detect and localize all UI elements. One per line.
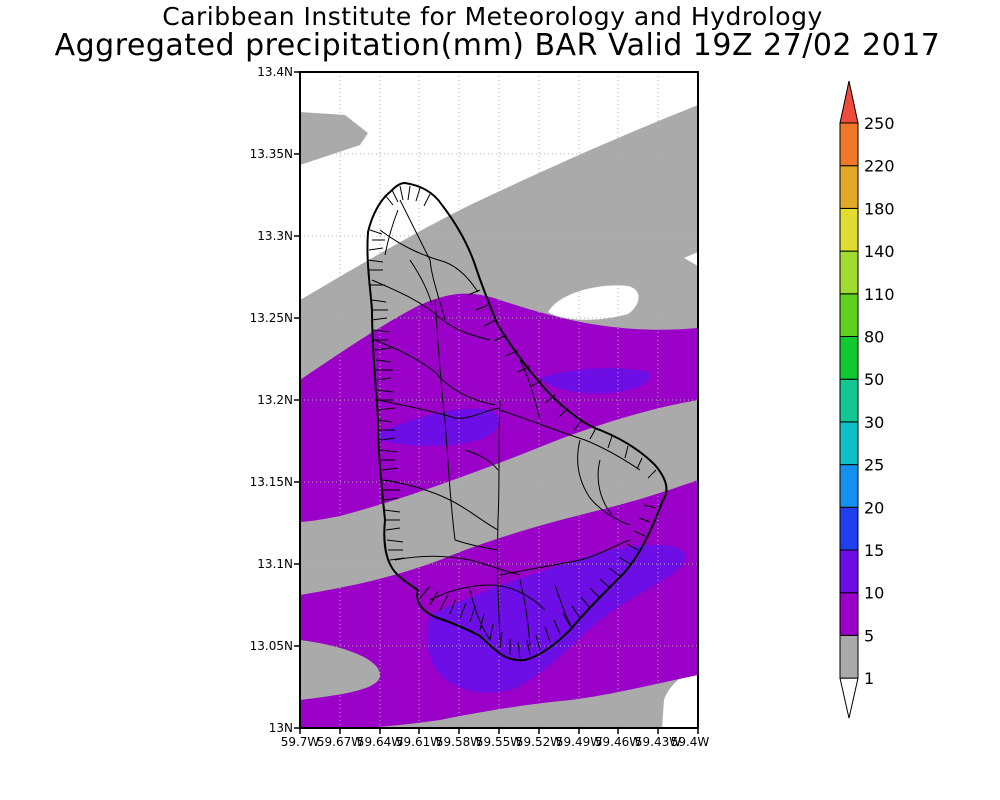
- lon-tick-label: 59.61W: [396, 735, 442, 749]
- lat-axis: [294, 71, 300, 729]
- colorbar-swatch: [839, 634, 859, 679]
- lat-tick-label: 13.4N: [257, 65, 293, 79]
- lat-tick-label: 13N: [269, 721, 293, 735]
- colorbar-swatch: [839, 592, 859, 636]
- chart-title: Caribbean Institute for Meteorology and …: [162, 2, 823, 31]
- precipitation-field: [300, 72, 698, 728]
- colorbar-swatch: [839, 506, 859, 551]
- colorbar-swatch: [839, 378, 859, 423]
- colorbar-label: 140: [864, 242, 895, 261]
- colorbar-label: 25: [864, 456, 884, 475]
- colorbar-label: 15: [864, 541, 884, 560]
- colorbar-swatch: [839, 207, 859, 252]
- lon-tick-label: 59.49W: [556, 735, 602, 749]
- lat-tick-label: 13.3N: [257, 229, 293, 243]
- lat-tick-label: 13.15N: [250, 475, 293, 489]
- precip-hole-east-edge: [684, 252, 698, 266]
- colorbar-label: 5: [864, 626, 874, 645]
- lat-tick-label: 13.2N: [257, 393, 293, 407]
- lat-tick-labels: 13N 13.05N 13.1N 13.15N 13.2N 13.25N 13.…: [250, 65, 293, 735]
- colorbar-label: 30: [864, 413, 884, 432]
- colorbar-under-triangle: [839, 677, 859, 719]
- lon-tick-label: 59.58W: [436, 735, 482, 749]
- precip-patch-northwest: [300, 112, 368, 165]
- lon-tick-label: 59.4W: [671, 735, 710, 749]
- lon-tick-label: 59.7W: [281, 735, 320, 749]
- colorbar-label: 20: [864, 498, 884, 517]
- interior-boundaries: [371, 199, 641, 646]
- colorbar-label: 180: [864, 199, 895, 218]
- lat-tick-label: 13.35N: [250, 147, 293, 161]
- precip-hole-east: [548, 285, 639, 320]
- colorbar-swatch: [839, 549, 859, 594]
- colorbar-label: 250: [864, 114, 895, 133]
- lon-tick-label: 59.46W: [595, 735, 641, 749]
- precip-hole-southeast: [662, 668, 698, 728]
- lat-tick-label: 13.1N: [257, 557, 293, 571]
- colorbar-swatch: [839, 250, 859, 295]
- colorbar-label: 10: [864, 584, 884, 603]
- colorbar-swatch: [839, 122, 859, 167]
- colorbar-swatch: [839, 293, 859, 337]
- lon-tick-labels: 59.7W 59.67W 59.64W 59.61W 59.58W 59.55W…: [281, 735, 710, 749]
- lon-tick-label: 59.52W: [516, 735, 562, 749]
- lon-tick-label: 59.67W: [317, 735, 363, 749]
- chart-subtitle: Aggregated precipitation(mm) BAR Valid 1…: [54, 28, 941, 63]
- colorbar-label: 80: [864, 328, 884, 347]
- lon-tick-label: 59.43W: [635, 735, 681, 749]
- colorbar-swatch: [839, 336, 859, 380]
- lat-tick-label: 13.25N: [250, 311, 293, 325]
- precip-core-north-2: [540, 368, 650, 394]
- colorbar-label: 1: [864, 669, 874, 688]
- colorbar-swatch: [839, 464, 859, 508]
- lon-tick-label: 59.64W: [357, 735, 403, 749]
- colorbar-over-triangle: [839, 80, 859, 124]
- colorbar-label: 110: [864, 285, 895, 304]
- precip-core-north-1: [380, 408, 499, 446]
- barbados-coastline: [366, 182, 668, 662]
- lon-axis: [299, 728, 699, 734]
- colorbar-swatch: [839, 165, 859, 209]
- precip-core-south: [426, 544, 686, 693]
- colorbar-label: 220: [864, 157, 895, 176]
- colorbar-label: 50: [864, 370, 884, 389]
- colorbar-swatch: [839, 421, 859, 466]
- lon-tick-label: 59.55W: [476, 735, 522, 749]
- lat-tick-label: 13.05N: [250, 639, 293, 653]
- coastal-gullies: [367, 185, 657, 659]
